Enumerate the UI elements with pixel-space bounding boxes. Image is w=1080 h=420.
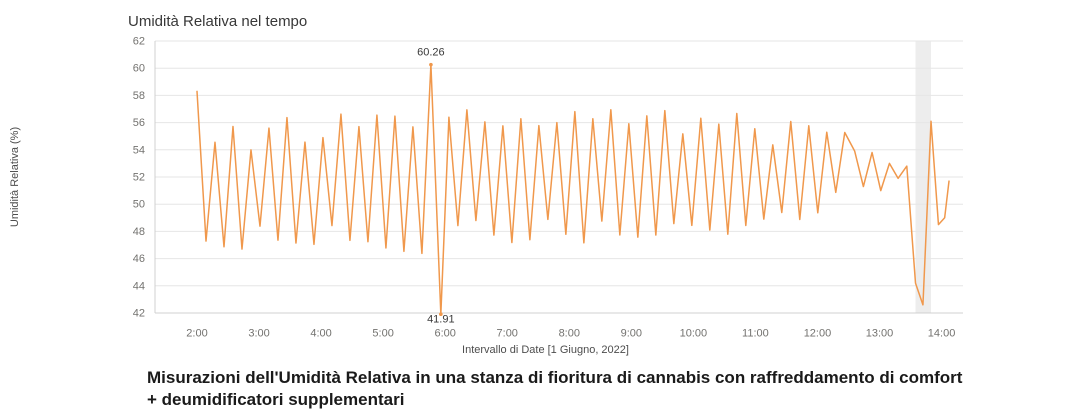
svg-text:3:00: 3:00	[248, 328, 269, 340]
svg-text:13:00: 13:00	[866, 328, 894, 340]
svg-text:41.91: 41.91	[427, 313, 455, 325]
svg-text:58: 58	[133, 90, 145, 102]
svg-text:54: 54	[133, 144, 145, 156]
svg-text:9:00: 9:00	[621, 328, 642, 340]
svg-text:2:00: 2:00	[186, 328, 207, 340]
svg-text:56: 56	[133, 117, 145, 129]
svg-text:46: 46	[133, 253, 145, 265]
svg-text:14:00: 14:00	[928, 328, 956, 340]
svg-text:6:00: 6:00	[434, 328, 455, 340]
svg-text:4:00: 4:00	[310, 328, 331, 340]
svg-text:12:00: 12:00	[804, 328, 832, 340]
svg-text:50: 50	[133, 199, 145, 211]
svg-text:11:00: 11:00	[742, 328, 769, 340]
svg-text:5:00: 5:00	[372, 328, 393, 340]
svg-text:62: 62	[133, 36, 145, 48]
svg-text:42: 42	[133, 308, 145, 320]
svg-text:10:00: 10:00	[680, 328, 708, 340]
svg-text:44: 44	[133, 280, 145, 292]
svg-text:52: 52	[133, 172, 145, 184]
svg-text:8:00: 8:00	[559, 328, 580, 340]
svg-text:7:00: 7:00	[497, 328, 518, 340]
svg-text:48: 48	[133, 226, 145, 238]
svg-text:Umidità Relativa (%): Umidità Relativa (%)	[9, 127, 21, 227]
svg-text:60.26: 60.26	[417, 47, 445, 59]
svg-text:60: 60	[133, 63, 145, 75]
